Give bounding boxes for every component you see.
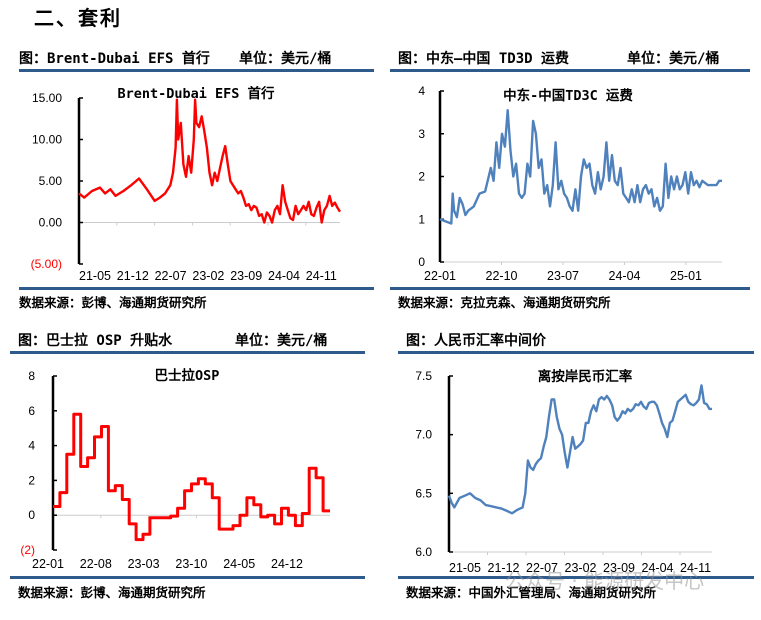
chart-caption: 图：人民币汇率中间价 [406,333,546,349]
footer-divider [10,576,365,579]
chart-caption: 图：巴士拉 OSP 升贴水 [18,333,173,349]
chart-caption: 图：Brent-Dubai EFS 首行 [19,51,210,67]
chart-caption: 图：中东—中国 TD3D 运费 [398,51,570,67]
header-divider [398,351,754,354]
panel-rmb-exchange-rate: 图：人民币汇率中间价 数据来源：中国外汇管理局、海通期货研究所 [398,330,761,620]
chart-header: 图：Brent-Dubai EFS 首行 单位：美元/桶 [19,48,374,70]
chart-unit: 单位：美元/桶 [239,51,332,67]
chart-header: 图：巴士拉 OSP 升贴水 单位：美元/桶 [10,330,370,352]
footer-divider [390,287,750,290]
chart-header: 图：人民币汇率中间价 [398,330,758,352]
panel-brent-dubai-efs: 图：Brent-Dubai EFS 首行 单位：美元/桶 数据来源：彭博、海通期… [19,48,389,338]
data-source: 数据来源：中国外汇管理局、海通期货研究所 [406,585,657,600]
header-divider [19,69,374,72]
panel-basrah-osp: 图：巴士拉 OSP 升贴水 单位：美元/桶 数据来源：彭博、海通期货研究所 [10,330,380,620]
section-title: 二、套利 [34,6,122,30]
data-source: 数据来源：克拉克森、海通期货研究所 [398,295,611,310]
panel-td3c-freight: 图：中东—中国 TD3D 运费 单位：美元/桶 数据来源：克拉克森、海通期货研究… [390,48,760,338]
footer-divider [19,287,374,290]
data-source: 数据来源：彭博、海通期货研究所 [18,585,206,600]
watermark-text: 公众号 · 能源研发中心 [505,569,705,593]
header-divider [390,69,750,72]
chart-header: 图：中东—中国 TD3D 运费 单位：美元/桶 [390,48,745,70]
header-divider [10,351,365,354]
footer-divider [398,576,754,579]
data-source: 数据来源：彭博、海通期货研究所 [19,295,207,310]
chart-unit: 单位：美元/桶 [235,333,328,349]
chart-unit: 单位：美元/桶 [627,51,720,67]
